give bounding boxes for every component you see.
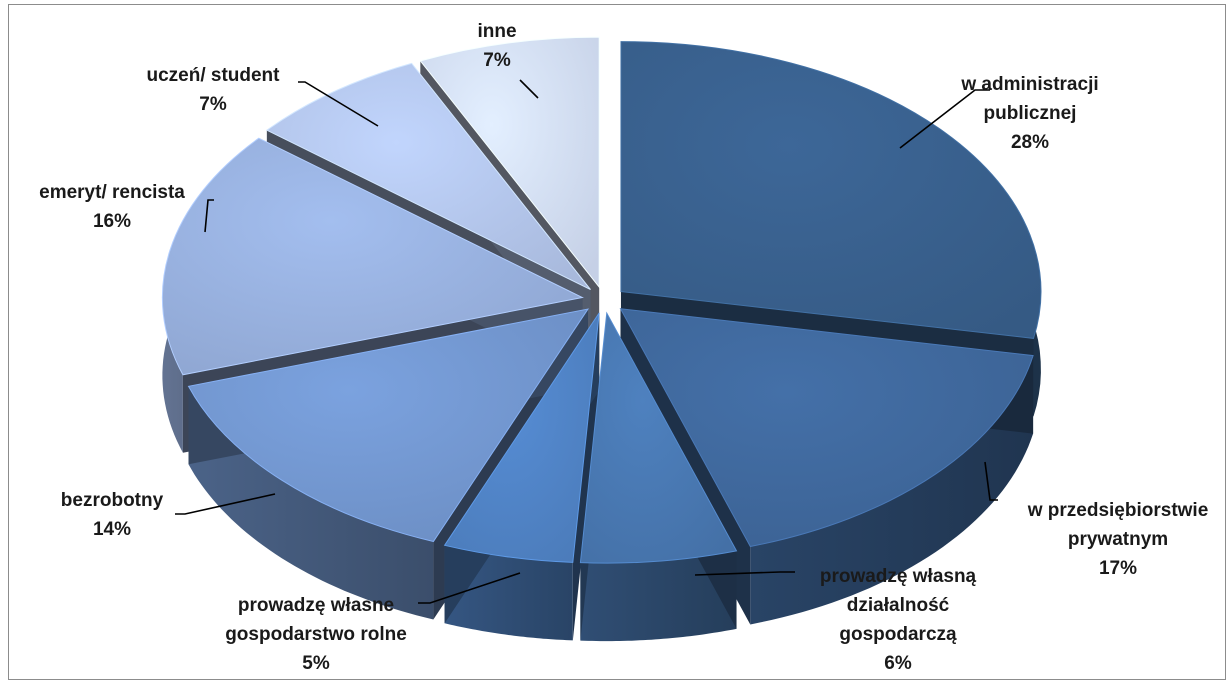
slice-label-5: bezrobotny 14% <box>61 490 276 540</box>
slice-name-2: w przedsiębiorstwie <box>1027 500 1209 521</box>
leader-line-6 <box>204 199 214 233</box>
slice-name-4: gospodarstwo rolne <box>225 624 407 645</box>
slice-label-1: w administracji publicznej 28% <box>899 74 1099 153</box>
pie-slice-4 <box>443 312 600 641</box>
slice-value-5: 14% <box>93 519 131 540</box>
slice-top-4 <box>443 312 600 563</box>
slice-name-3: gospodarczą <box>839 624 957 645</box>
slice-side-2 <box>750 355 1034 625</box>
leader-line-5 <box>175 493 276 515</box>
slice-top-2 <box>619 308 1034 548</box>
slice-name-5: bezrobotny <box>61 490 164 511</box>
slice-label-8: inne 7% <box>477 21 539 99</box>
slice-side-5 <box>188 386 434 620</box>
leader-line-1 <box>899 89 990 149</box>
leader-line-8 <box>519 79 539 99</box>
slice-value-1: 28% <box>1011 132 1049 153</box>
slice-top-1 <box>620 41 1042 339</box>
slice-name-1: publicznej <box>984 103 1077 124</box>
leader-line-3 <box>694 571 795 576</box>
slice-side-3 <box>580 550 737 642</box>
slice-name-4: prowadzę własne <box>238 595 394 616</box>
slice-value-8: 7% <box>483 50 511 71</box>
slice-label-6: emeryt/ rencista 16% <box>39 182 214 233</box>
leader-line-7 <box>298 81 379 127</box>
slice-name-1: w administracji <box>960 74 1098 95</box>
slice-top-3 <box>579 311 738 564</box>
slice-name-2: prywatnym <box>1068 529 1168 550</box>
slice-top-8 <box>419 36 600 289</box>
slice-label-3: prowadzę własną działalność gospodarczą 6% <box>694 566 977 674</box>
slice-value-4: 5% <box>302 653 330 674</box>
leader-line-4 <box>418 572 521 604</box>
slice-top-6 <box>161 137 584 376</box>
slice-name-7: uczeń/ student <box>146 65 280 86</box>
slice-label-7: uczeń/ student 7% <box>146 65 379 127</box>
leader-line-2 <box>984 461 998 501</box>
slice-label-2: w przedsiębiorstwie prywatnym 17% <box>984 461 1209 579</box>
slice-name-8: inne <box>477 21 516 42</box>
slice-value-7: 7% <box>199 94 227 115</box>
slice-value-3: 6% <box>884 653 912 674</box>
pie-slice-3 <box>579 311 738 642</box>
slice-name-6: emeryt/ rencista <box>39 182 185 203</box>
slice-top-7 <box>265 62 591 291</box>
slice-top-5 <box>187 308 590 543</box>
slice-label-4: prowadzę własne gospodarstwo rolne 5% <box>225 572 521 674</box>
slice-name-3: działalność <box>847 595 950 616</box>
slice-value-2: 17% <box>1099 558 1137 579</box>
slice-name-3: prowadzę własną <box>820 566 977 587</box>
slice-value-6: 16% <box>93 211 131 232</box>
